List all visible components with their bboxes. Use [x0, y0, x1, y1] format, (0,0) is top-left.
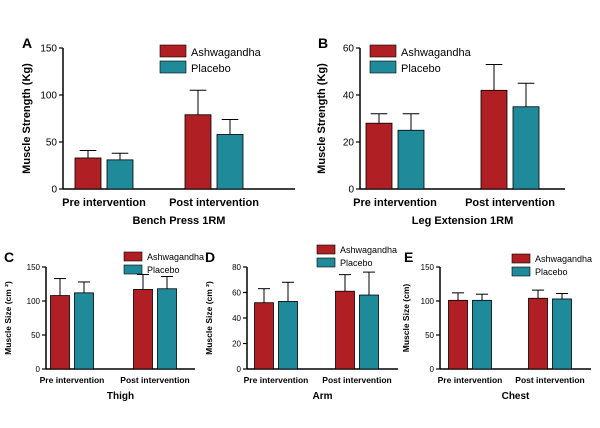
bar-placebo-pre — [278, 301, 298, 370]
x-tick-label: Post intervention — [322, 375, 391, 385]
panel-letter: B — [318, 35, 328, 51]
x-tick-label: Pre intervention — [438, 375, 503, 385]
panel-b: B 0 20 40 60 Muscle Strength (Kg) Pre interven… — [316, 35, 565, 227]
y-tick-label: 80 — [232, 263, 241, 272]
y-axis-label: Muscle Size (cm ²) — [204, 281, 214, 355]
x-tick-label: Post intervention — [465, 197, 555, 209]
legend-swatch — [369, 44, 397, 58]
x-tick-label: Post intervention — [169, 197, 259, 209]
legend-label: Ashwagandha — [147, 252, 204, 262]
bar-placebo-pre — [106, 159, 134, 190]
y-tick-label: 40 — [232, 314, 241, 323]
y-axis-label: Muscle Strength (Kg) — [21, 63, 33, 174]
y-tick-label: 50 — [31, 331, 40, 340]
bar-ashwagandha-post — [528, 297, 548, 370]
bar-ashwagandha-pre — [365, 122, 393, 190]
x-tick-label: Pre intervention — [353, 197, 437, 209]
x-tick-label: Pre intervention — [244, 375, 309, 385]
y-tick-label: 20 — [343, 138, 355, 149]
x-tick-label: Post intervention — [120, 375, 189, 385]
legend-swatch — [369, 60, 397, 74]
y-tick-label: 150 — [27, 263, 41, 272]
y-tick-label: 100 — [40, 91, 57, 102]
panel-letter: C — [4, 249, 14, 265]
y-axis-label: Muscle Strength (Kg) — [316, 63, 328, 174]
bar-placebo-post — [157, 288, 177, 370]
y-tick-label: 100 — [421, 297, 435, 306]
legend-label: Ashwagandha — [340, 245, 397, 255]
x-axis-label: Arm — [312, 391, 332, 402]
y-tick-label: 50 — [46, 138, 58, 149]
x-axis-label: Leg Extension 1RM — [412, 215, 513, 227]
y-tick-label: 20 — [232, 339, 241, 348]
legend-label: Placebo — [401, 63, 441, 75]
bar-ashwagandha-post — [184, 114, 212, 190]
bar-placebo-pre — [397, 129, 425, 190]
x-axis-label: Chest — [502, 391, 530, 402]
panel-d: D 0 20 40 60 80 Muscle Size (cm ²) Pre interven… — [204, 244, 398, 402]
legend-label: Ashwagandha — [401, 47, 472, 59]
y-tick-label: 0 — [36, 365, 41, 374]
x-tick-label: Pre intervention — [62, 197, 146, 209]
y-tick-label: 0 — [348, 185, 354, 196]
bar-placebo-post — [512, 106, 540, 190]
bar-ashwagandha-post — [335, 290, 355, 370]
bar-ashwagandha-pre — [448, 299, 468, 370]
bar-ashwagandha-post — [480, 89, 508, 190]
y-tick-label: 0 — [237, 365, 242, 374]
panel-c: C 0 50 100 150 Muscle Size (cm ²) Pre interven… — [3, 249, 204, 402]
legend-swatch — [511, 266, 531, 277]
legend-label: Placebo — [191, 63, 231, 75]
y-tick-label: 150 — [421, 263, 435, 272]
y-axis-label: Muscle Size (cm) — [401, 284, 411, 353]
bar-ashwagandha-post — [133, 289, 153, 370]
x-axis-label: Thigh — [107, 391, 134, 402]
bar-ashwagandha-pre — [74, 157, 102, 190]
y-tick-label: 50 — [425, 331, 434, 340]
legend-swatch — [316, 244, 336, 255]
legend-label: Placebo — [147, 265, 180, 275]
y-tick-label: 150 — [40, 44, 57, 55]
legend-swatch — [123, 251, 143, 262]
bar-placebo-post — [359, 294, 379, 370]
y-tick-label: 60 — [343, 44, 355, 55]
y-tick-label: 0 — [430, 365, 435, 374]
legend-label: Ashwagandha — [535, 254, 592, 264]
panel-letter: D — [205, 249, 215, 265]
legend-label: Placebo — [535, 267, 568, 277]
y-tick-label: 40 — [343, 91, 355, 102]
panel-letter: E — [404, 249, 413, 265]
legend-swatch — [316, 257, 336, 268]
bar-ashwagandha-pre — [50, 295, 70, 370]
x-tick-label: Pre intervention — [40, 375, 105, 385]
x-tick-label: Post intervention — [515, 375, 584, 385]
bar-ashwagandha-pre — [254, 302, 274, 370]
y-tick-label: 100 — [27, 297, 41, 306]
legend-swatch — [511, 253, 531, 264]
legend-swatch — [159, 44, 187, 58]
legend-label: Placebo — [340, 258, 373, 268]
legend-label: Ashwagandha — [191, 47, 262, 59]
y-tick-label: 0 — [51, 185, 57, 196]
legend-swatch — [159, 60, 187, 74]
panel-a: A 0 50 100 150 Muscle Strength (Kg) Pre interv… — [21, 35, 295, 227]
y-tick-label: 60 — [232, 288, 241, 297]
legend-swatch — [123, 264, 143, 275]
y-axis-label: Muscle Size (cm ²) — [3, 281, 13, 355]
bar-placebo-post — [216, 134, 244, 190]
x-axis-label: Bench Press 1RM — [133, 215, 226, 227]
bar-placebo-pre — [74, 292, 94, 370]
panel-letter: A — [22, 35, 32, 51]
bar-placebo-post — [552, 298, 572, 370]
bar-placebo-pre — [472, 299, 492, 370]
panel-e: E 0 50 100 150 Muscle Size (cm) Pre interventi… — [401, 249, 592, 402]
